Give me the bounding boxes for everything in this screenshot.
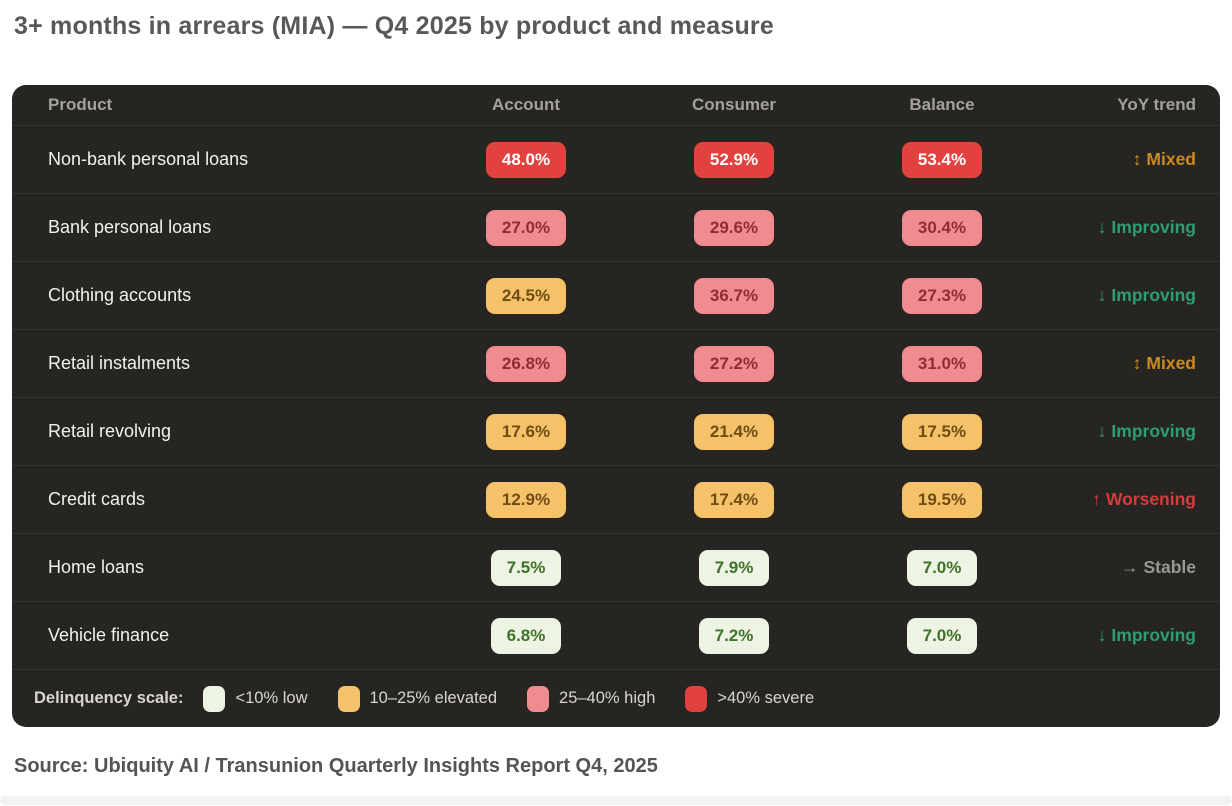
balance-value-badge: 7.0% [906, 617, 978, 654]
trend-arrow-icon: → [1120, 557, 1139, 577]
trend-label: Stable [1143, 557, 1196, 577]
consumer-value-badge: 27.2% [693, 345, 775, 382]
legend-item-elevated: 10–25% elevated [337, 685, 498, 712]
trend-label: Improving [1111, 421, 1196, 441]
trend-arrow-icon: ↓ [1097, 217, 1107, 237]
product-cell: Clothing accounts [48, 285, 192, 305]
legend-item-low: <10% low [203, 685, 308, 712]
product-cell: Home loans [48, 557, 145, 577]
account-value-badge: 48.0% [485, 141, 567, 178]
legend-swatch-high-icon [527, 685, 550, 712]
trend-cell: → Stable [1046, 557, 1220, 578]
legend-swatch-severe-icon [685, 685, 708, 712]
column-header-consumer: Consumer [691, 95, 777, 114]
trend-arrow-icon: ↓ [1097, 285, 1107, 305]
trend-label: Worsening [1105, 489, 1196, 509]
consumer-value-badge: 7.2% [698, 617, 770, 654]
product-cell: Bank personal loans [48, 217, 212, 237]
legend-swatch-elevated-icon [337, 685, 360, 712]
table-row: Credit cards 12.9% 17.4% 19.5% ↑ Worsenin… [12, 465, 1220, 533]
balance-value-badge: 53.4% [901, 141, 983, 178]
table-row: Bank personal loans 27.0% 29.6% 30.4% ↓ I… [12, 193, 1220, 261]
legend-label-low: <10% low [235, 689, 308, 707]
trend-cell: ↓ Improving [1046, 217, 1220, 238]
consumer-value-badge: 52.9% [693, 141, 775, 178]
trend-label: Improving [1111, 285, 1196, 305]
source-attribution: Source: Ubiquity AI / Transunion Quarter… [14, 755, 658, 777]
balance-value-badge: 30.4% [901, 209, 983, 246]
trend-cell: ↓ Improving [1046, 285, 1220, 306]
legend-item-severe: >40% severe [685, 685, 815, 712]
trend-cell: ↓ Improving [1046, 625, 1220, 646]
trend-arrow-icon: ↓ [1097, 421, 1107, 441]
trend-label: Mixed [1146, 149, 1196, 169]
table-body: Non-bank personal loans 48.0% 52.9% 53.4… [12, 125, 1220, 669]
balance-value-badge: 19.5% [901, 481, 983, 518]
legend-label-high: 25–40% high [559, 689, 656, 707]
account-value-badge: 26.8% [485, 345, 567, 382]
balance-value-badge: 17.5% [901, 413, 983, 450]
table-row: Home loans 7.5% 7.9% 7.0% → Stable [12, 533, 1220, 601]
legend-title: Delinquency scale: [34, 689, 184, 707]
product-cell: Retail revolving [48, 421, 172, 441]
trend-label: Mixed [1146, 353, 1196, 373]
product-cell: Non-bank personal loans [48, 149, 249, 169]
trend-label: Improving [1111, 625, 1196, 645]
trend-arrow-icon: ↑ [1092, 489, 1101, 509]
table-row: Retail instalments 26.8% 27.2% 31.0% ↕ Mi… [12, 329, 1220, 397]
account-value-badge: 7.5% [490, 549, 562, 586]
trend-cell: ↕ Mixed [1046, 149, 1220, 170]
trend-cell: ↕ Mixed [1046, 353, 1220, 374]
column-header-yoy-trend: YoY trend [1117, 95, 1196, 114]
column-header-product: Product [48, 95, 113, 114]
table-row: Non-bank personal loans 48.0% 52.9% 53.4… [12, 125, 1220, 193]
legend-row: Delinquency scale: <10% low 10–25% eleva… [12, 669, 1220, 727]
product-cell: Credit cards [48, 489, 146, 509]
trend-arrow-icon: ↕ [1132, 353, 1142, 373]
trend-cell: ↓ Improving [1046, 421, 1220, 442]
table-row: Retail revolving 17.6% 21.4% 17.5% ↓ Impr… [12, 397, 1220, 465]
consumer-value-badge: 17.4% [693, 481, 775, 518]
trend-arrow-icon: ↓ [1097, 625, 1107, 645]
product-cell: Retail instalments [48, 353, 191, 373]
balance-value-badge: 27.3% [901, 277, 983, 314]
balance-value-badge: 7.0% [906, 549, 978, 586]
legend-swatch-low-icon [203, 685, 226, 712]
table-row: Vehicle finance 6.8% 7.2% 7.0% ↓ Improvin… [12, 601, 1220, 669]
product-cell: Vehicle finance [48, 625, 170, 645]
account-value-badge: 6.8% [490, 617, 562, 654]
column-header-balance: Balance [909, 95, 975, 114]
legend-item-high: 25–40% high [527, 685, 656, 712]
mia-table-card: Product Account Consumer Balance YoY tre… [12, 85, 1220, 727]
consumer-value-badge: 29.6% [693, 209, 775, 246]
account-value-badge: 17.6% [485, 413, 567, 450]
account-value-badge: 12.9% [485, 481, 567, 518]
account-value-badge: 24.5% [485, 277, 567, 314]
trend-cell: ↑ Worsening [1046, 489, 1220, 510]
legend-label-severe: >40% severe [717, 689, 815, 707]
page-title: 3+ months in arrears (MIA) — Q4 2025 by … [14, 12, 774, 40]
table-header-row: Product Account Consumer Balance YoY tre… [12, 85, 1220, 125]
table-row: Clothing accounts 24.5% 36.7% 27.3% ↓ Imp… [12, 261, 1220, 329]
consumer-value-badge: 21.4% [693, 413, 775, 450]
bottom-divider-bar [0, 796, 1232, 805]
balance-value-badge: 31.0% [901, 345, 983, 382]
consumer-value-badge: 7.9% [698, 549, 770, 586]
legend-label-elevated: 10–25% elevated [369, 689, 498, 707]
consumer-value-badge: 36.7% [693, 277, 775, 314]
trend-arrow-icon: ↕ [1132, 149, 1142, 169]
column-header-account: Account [492, 95, 560, 114]
trend-label: Improving [1111, 217, 1196, 237]
account-value-badge: 27.0% [485, 209, 567, 246]
